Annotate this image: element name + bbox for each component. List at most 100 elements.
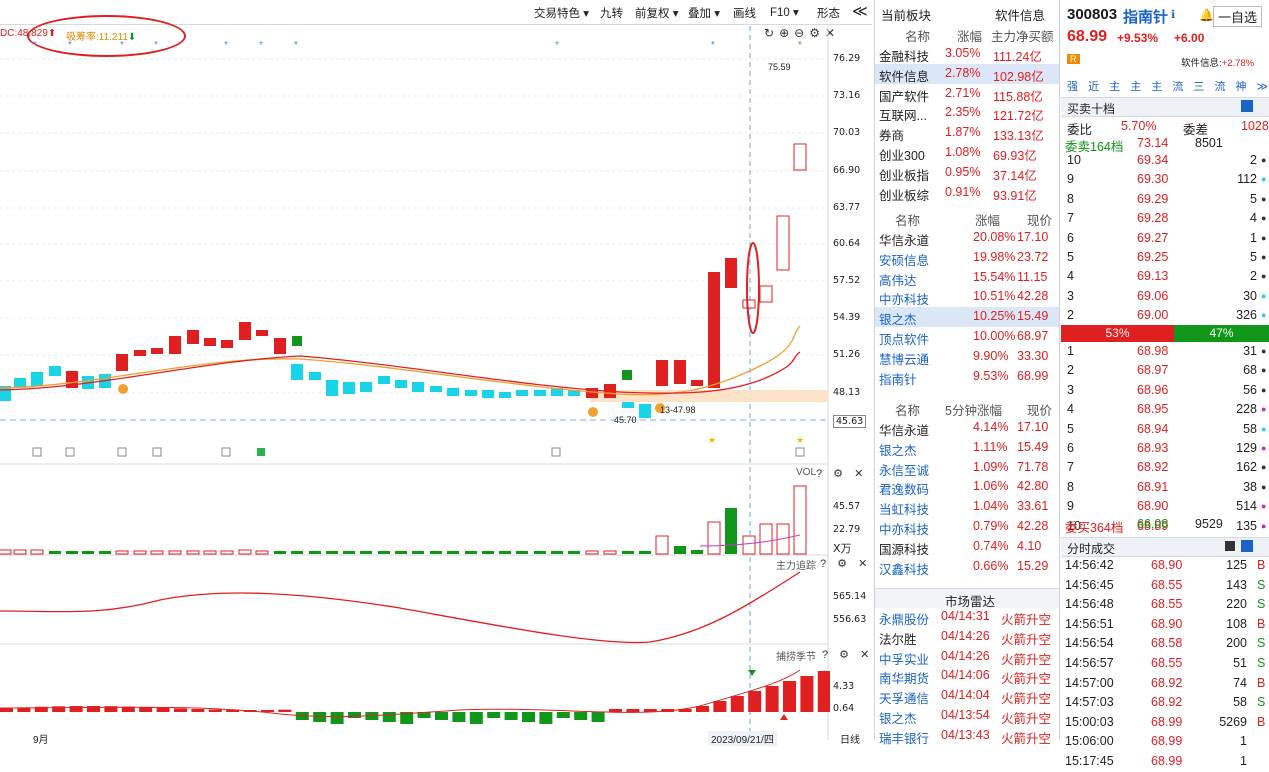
f10-menu[interactable]: F10 ▾ — [770, 7, 799, 19]
orderbook-level[interactable]: 7 69.28 4 ● — [1067, 211, 1267, 226]
season-bar — [87, 706, 100, 712]
refresh-icon[interactable]: ↻ — [764, 26, 780, 40]
orderbook-level[interactable]: 10 69.34 2 ● — [1067, 153, 1267, 167]
price-tick: 57.52 — [833, 275, 861, 286]
stock-row[interactable]: 安硕信息 19.98% 23.72 — [879, 249, 1049, 268]
sector-row[interactable]: 创业板综 0.91% 93.91亿 — [879, 184, 1037, 203]
price-tick: 76.29 — [833, 53, 861, 64]
fivemin-row[interactable]: 汉鑫科技 0.66% 15.29 — [879, 558, 1049, 577]
main-force-tick: 565.14 — [833, 591, 867, 602]
fivemin-row[interactable]: 国源科技 0.74% 4.10 — [879, 538, 1042, 557]
volume-bar — [378, 551, 390, 554]
sector-row[interactable]: 国产软件 2.71% 115.88亿 — [879, 85, 1043, 104]
fivemin-row[interactable]: 当虹科技 1.04% 33.61 — [879, 499, 1049, 518]
gear-icon[interactable]: ⚙ — [809, 26, 825, 40]
sector-row[interactable]: 创业300 1.08% 69.93亿 — [879, 145, 1037, 163]
volume-bar — [186, 550, 200, 555]
orderbook-level[interactable]: 4 68.95 228 ● — [1067, 402, 1267, 417]
nine-turn-button[interactable]: 九转 — [600, 8, 623, 20]
season-bar — [0, 708, 13, 712]
orderbook-level[interactable]: 5 69.25 5 ● — [1067, 250, 1267, 264]
radar-row[interactable]: 南华期货 04/14:06 火箭升空 — [879, 668, 1052, 687]
fivemin-row[interactable]: 中亦科技 0.79% 42.28 — [879, 519, 1049, 537]
fivemin-row[interactable]: 银之杰 1.11% 15.49 — [879, 439, 1049, 458]
candle — [430, 386, 442, 392]
orderbook-level[interactable]: 6 69.27 1 ● — [1067, 230, 1267, 245]
tick-row: 15:17:45 68.99 1 — [1065, 754, 1247, 768]
season-bar — [522, 712, 535, 722]
collapse-icon[interactable]: ≪ — [852, 3, 868, 20]
sector-right-title[interactable]: 软件信息 — [995, 9, 1046, 23]
orderbook-level[interactable]: 7 68.92 162 ● — [1067, 460, 1267, 475]
trade-feature-menu[interactable]: 交易特色 ▾ — [534, 8, 589, 20]
radar-row[interactable]: 瑞丰银行 04/13:43 火箭升空 — [879, 727, 1052, 746]
signal-tags[interactable]: 强 近 主 主 主 流 三 流 神 ≫ — [1067, 81, 1269, 93]
low-price-marker: 45.70 — [614, 415, 637, 425]
volume-bar — [465, 551, 477, 554]
main-force-title: 主力追踪 — [776, 561, 816, 572]
volume-bar — [255, 550, 269, 555]
sector-row[interactable]: 软件信息 2.78% 102.98亿 — [875, 63, 1059, 84]
orderbook-level[interactable]: 9 69.30 112 ● — [1067, 172, 1267, 187]
season-bar — [574, 712, 588, 720]
sector-row[interactable]: 金融科技 3.05% 111.24亿 — [879, 46, 1042, 64]
orderbook-level[interactable]: 8 68.91 38 ● — [1067, 479, 1267, 494]
stock-name[interactable]: 指南针 — [1123, 9, 1169, 26]
sector-row[interactable]: 创业板指 0.95% 37.14亿 — [879, 164, 1037, 183]
orderbook-level[interactable]: 6 68.93 129 ● — [1067, 441, 1267, 455]
orderbook-level[interactable]: 2 69.00 326 ● — [1067, 308, 1267, 323]
bell-icon[interactable]: 🔔 — [1199, 8, 1214, 22]
fivemin-row[interactable]: 永信至诚 1.09% 71.78 — [879, 459, 1049, 478]
info-icon[interactable]: ℹ — [1171, 9, 1176, 21]
zoom-out-icon[interactable]: ⊖ — [794, 26, 810, 40]
candle — [49, 366, 61, 376]
fivemin-row[interactable]: 君逸数码 1.06% 42.80 — [879, 479, 1049, 498]
stock-row[interactable]: 中亦科技 10.51% 42.28 — [879, 289, 1049, 308]
stock-row[interactable]: 高伟达 15.54% 11.15 — [879, 269, 1048, 288]
draw-line-button[interactable]: 画线 — [733, 8, 756, 20]
orderbook-level[interactable]: 10 68.89 135 ● — [1067, 518, 1267, 533]
volume-bar — [291, 551, 303, 554]
candle — [291, 364, 303, 380]
volume-bar — [707, 521, 721, 555]
orderbook-level[interactable]: 2 68.97 68 ● — [1067, 363, 1267, 378]
orderbook-level[interactable]: 9 68.90 514 ● — [1067, 499, 1267, 514]
fivemin-row[interactable]: 华信永道 4.14% 17.10 — [879, 420, 1049, 438]
orderbook-level[interactable]: 3 69.06 30 ● — [1067, 288, 1267, 303]
table-icon[interactable] — [1241, 540, 1253, 552]
candle — [395, 380, 407, 388]
sector-row[interactable]: 互联网... 2.35% 121.72亿 — [879, 105, 1044, 124]
zoom-in-icon[interactable]: ⊕ — [779, 26, 795, 40]
stock-row[interactable]: 指南针 9.53% 68.99 — [879, 368, 1049, 387]
current-price: 68.99 — [1067, 28, 1108, 45]
svg-text:*: * — [154, 40, 158, 51]
volume-bar — [150, 550, 164, 555]
radar-row[interactable]: 法尔胜 04/14:26 火箭升空 — [879, 628, 1052, 647]
radar-row[interactable]: 永鼎股份 04/14:31 火箭升空 — [879, 609, 1052, 627]
pattern-button[interactable]: 形态 — [817, 8, 840, 20]
season-tick: 0.64 — [833, 703, 855, 714]
orderbook-level[interactable]: 1 68.98 31 ● — [1067, 344, 1267, 358]
stock-row[interactable]: 慧博云通 9.90% 33.30 — [879, 348, 1049, 367]
stock-row[interactable]: 华信永道 20.08% 17.10 — [879, 230, 1049, 248]
orderbook-level[interactable]: 5 68.94 58 ● — [1067, 421, 1267, 436]
orderbook-level[interactable]: 4 69.13 2 ● — [1067, 269, 1267, 284]
orderbook-level[interactable]: 8 69.29 5 ● — [1067, 191, 1267, 206]
stock-row[interactable]: 银之杰 10.25% 15.49 — [875, 307, 1059, 328]
radar-row[interactable]: 银之杰 04/13:54 火箭升空 — [879, 708, 1052, 726]
candle — [742, 299, 756, 309]
season-bar — [730, 696, 744, 712]
price-tick: 63.77 — [833, 202, 861, 213]
radar-row[interactable]: 中孚实业 04/14:26 火箭升空 — [879, 648, 1052, 667]
sector-row[interactable]: 券商 1.87% 133.13亿 — [879, 125, 1044, 144]
season-bar — [104, 706, 118, 712]
lock-icon[interactable] — [1225, 541, 1235, 551]
stock-row[interactable]: 顶点软件 10.00% 68.97 — [879, 329, 1049, 347]
overlay-menu[interactable]: 叠加 ▾ — [688, 8, 720, 20]
radar-row[interactable]: 天孚通信 04/14:04 火箭升空 — [879, 688, 1052, 707]
table-icon[interactable] — [1241, 100, 1253, 112]
close-icon[interactable]: ✕ — [824, 26, 841, 40]
orderbook-level[interactable]: 3 68.96 56 ● — [1067, 382, 1267, 397]
adjust-menu[interactable]: 前复权 ▾ — [635, 8, 679, 20]
self-select-button[interactable]: 一自选 — [1213, 6, 1263, 27]
